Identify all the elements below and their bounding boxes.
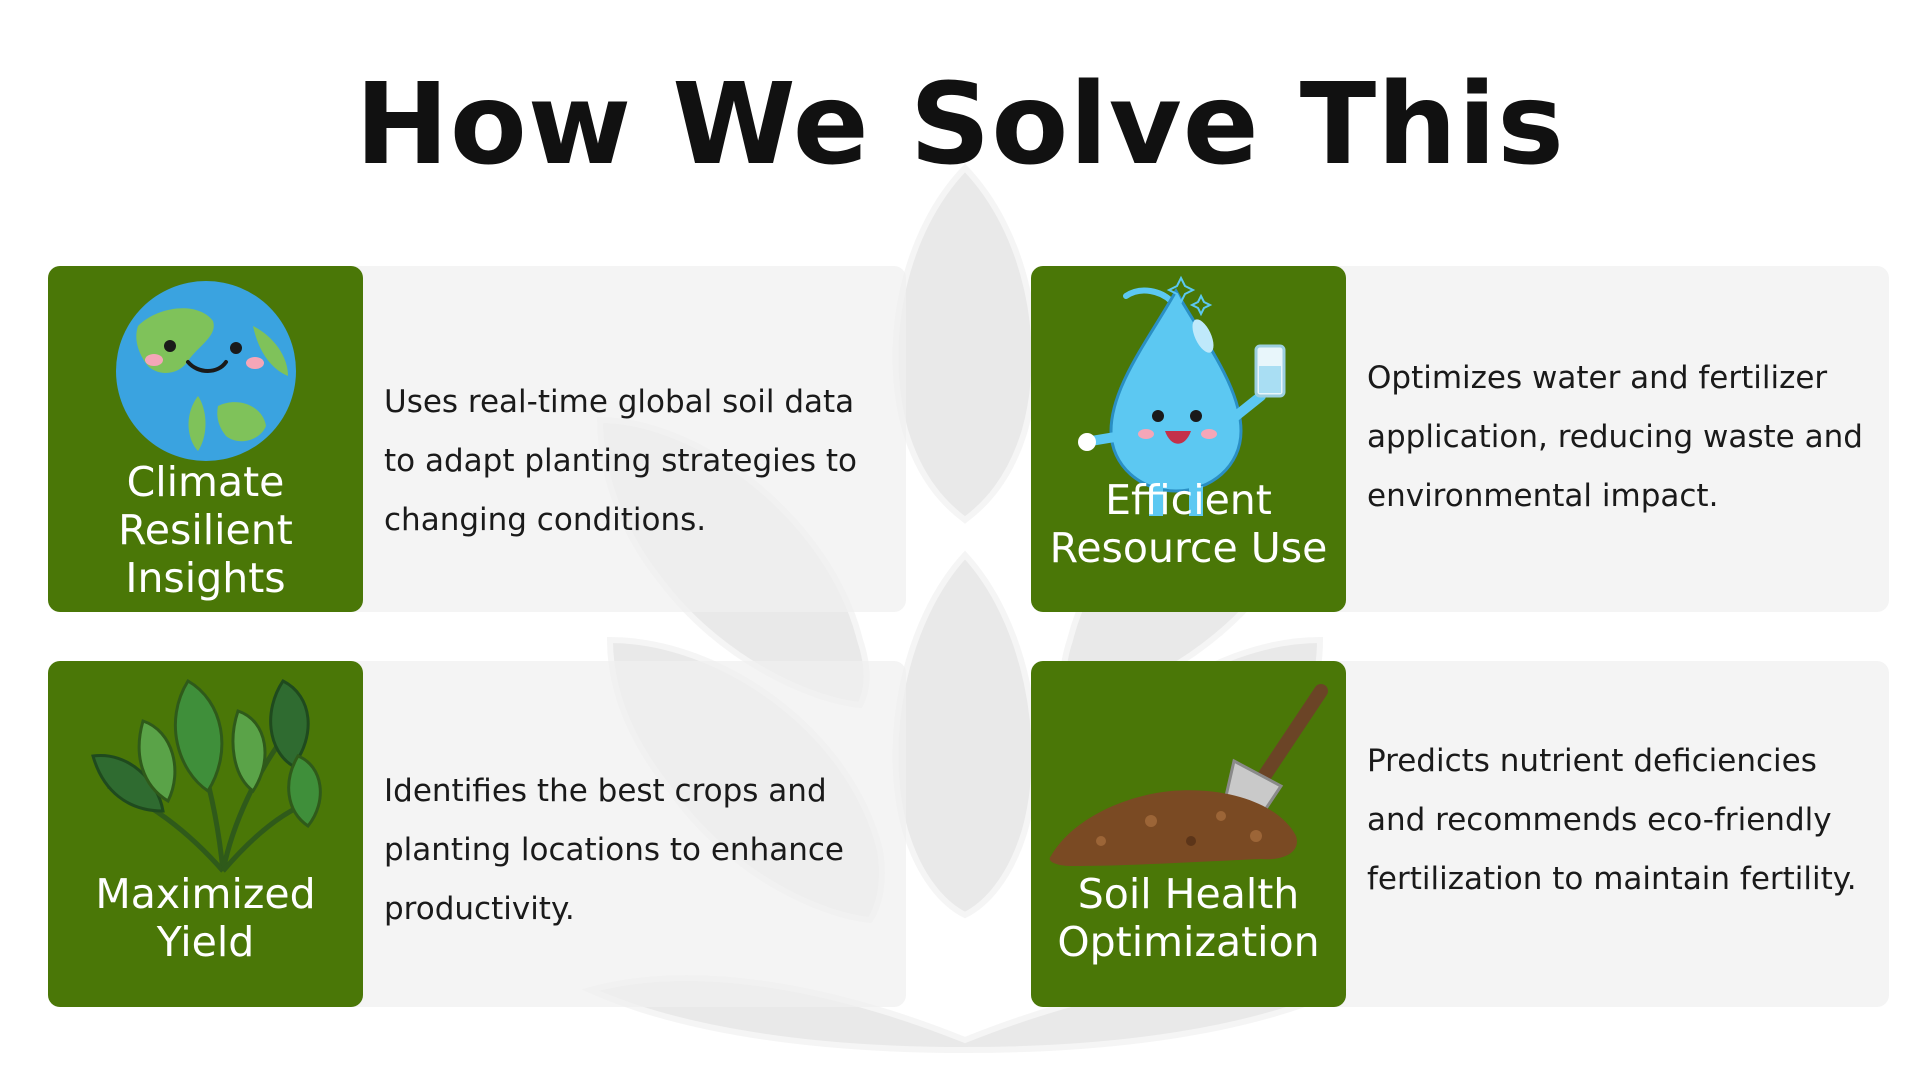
feature-title: Climate Resilient Insights xyxy=(118,458,293,602)
feature-card-soil: Soil Health Optimization Predicts nutrie… xyxy=(1031,661,1889,1007)
feature-description: Identifies the best crops and planting l… xyxy=(384,773,844,927)
water-drop-icon xyxy=(1078,275,1286,516)
feature-panel: Soil Health Optimization xyxy=(1031,661,1346,1007)
feature-card-climate: Climate Resilient Insights Uses real-tim… xyxy=(48,266,906,612)
leafy-plant-icon xyxy=(91,678,322,873)
feature-panel: Efficient Resource Use xyxy=(1031,266,1346,612)
feature-title: Maximized Yield xyxy=(95,870,316,966)
earth-globe-icon xyxy=(116,281,296,461)
feature-card-yield: Maximized Yield Identifies the best crop… xyxy=(48,661,906,1007)
feature-description: Predicts nutrient deficiencies and recom… xyxy=(1367,743,1857,897)
feature-panel: Maximized Yield xyxy=(48,661,363,1007)
feature-title: Efficient Resource Use xyxy=(1049,476,1328,572)
feature-panel: Climate Resilient Insights xyxy=(48,266,363,612)
page-title: How We Solve This xyxy=(355,60,1565,190)
soil-shovel-icon xyxy=(1049,684,1328,866)
feature-description: Uses real-time global soil data to adapt… xyxy=(384,384,857,538)
feature-description: Optimizes water and fertilizer applicati… xyxy=(1367,360,1863,514)
feature-title: Soil Health Optimization xyxy=(1057,870,1320,966)
feature-card-resource: Efficient Resource Use Optimizes water a… xyxy=(1031,266,1889,612)
